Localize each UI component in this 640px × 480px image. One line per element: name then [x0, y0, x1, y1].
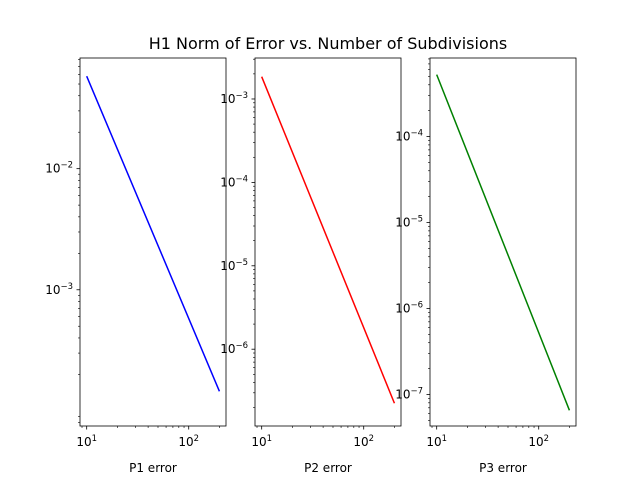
y-tick-label: 10−7 [395, 386, 423, 401]
x-tick-label: 101 [426, 434, 447, 449]
axes-frame [79, 57, 227, 427]
x-tick-label: 102 [178, 434, 199, 449]
axes-frame [429, 57, 577, 427]
subplot-1: 101 102 10−3 10−2 P1 error [45, 57, 227, 475]
y-tick-label: 10−6 [220, 341, 248, 356]
y-tick-label: 10−5 [220, 258, 248, 273]
x-axis-label: P1 error [129, 461, 177, 475]
x-tick-label: 101 [76, 434, 97, 449]
series-line [85, 75, 221, 392]
y-tick-label: 10−3 [220, 91, 248, 106]
x-tick-label: 102 [353, 434, 374, 449]
y-tick-label: 10−4 [220, 174, 248, 189]
y-tick-label: 10−4 [395, 129, 423, 144]
x-axis-label: P2 error [304, 461, 352, 475]
figure-title: H1 Norm of Error vs. Number of Subdivisi… [149, 34, 507, 53]
subplot-2: 101 102 10−6 10−5 10−4 10−3 P2 error [220, 57, 402, 475]
subplots: 101 102 10−3 10−2 P1 error 101 102 10−6 10−5 10−4… [45, 57, 577, 475]
series-line [260, 76, 396, 404]
x-tick-label: 101 [251, 434, 272, 449]
subplot-3: 101 102 10−7 10−6 10−5 10−4 P3 error [395, 57, 577, 475]
y-tick-label: 10−2 [45, 161, 73, 176]
x-axis-label: P3 error [479, 461, 527, 475]
x-tick-label: 102 [528, 434, 549, 449]
y-tick-label: 10−3 [45, 282, 73, 297]
y-tick-label: 10−6 [395, 301, 423, 316]
axes-frame [254, 57, 402, 427]
y-tick-label: 10−5 [395, 215, 423, 230]
series-line [435, 74, 571, 411]
